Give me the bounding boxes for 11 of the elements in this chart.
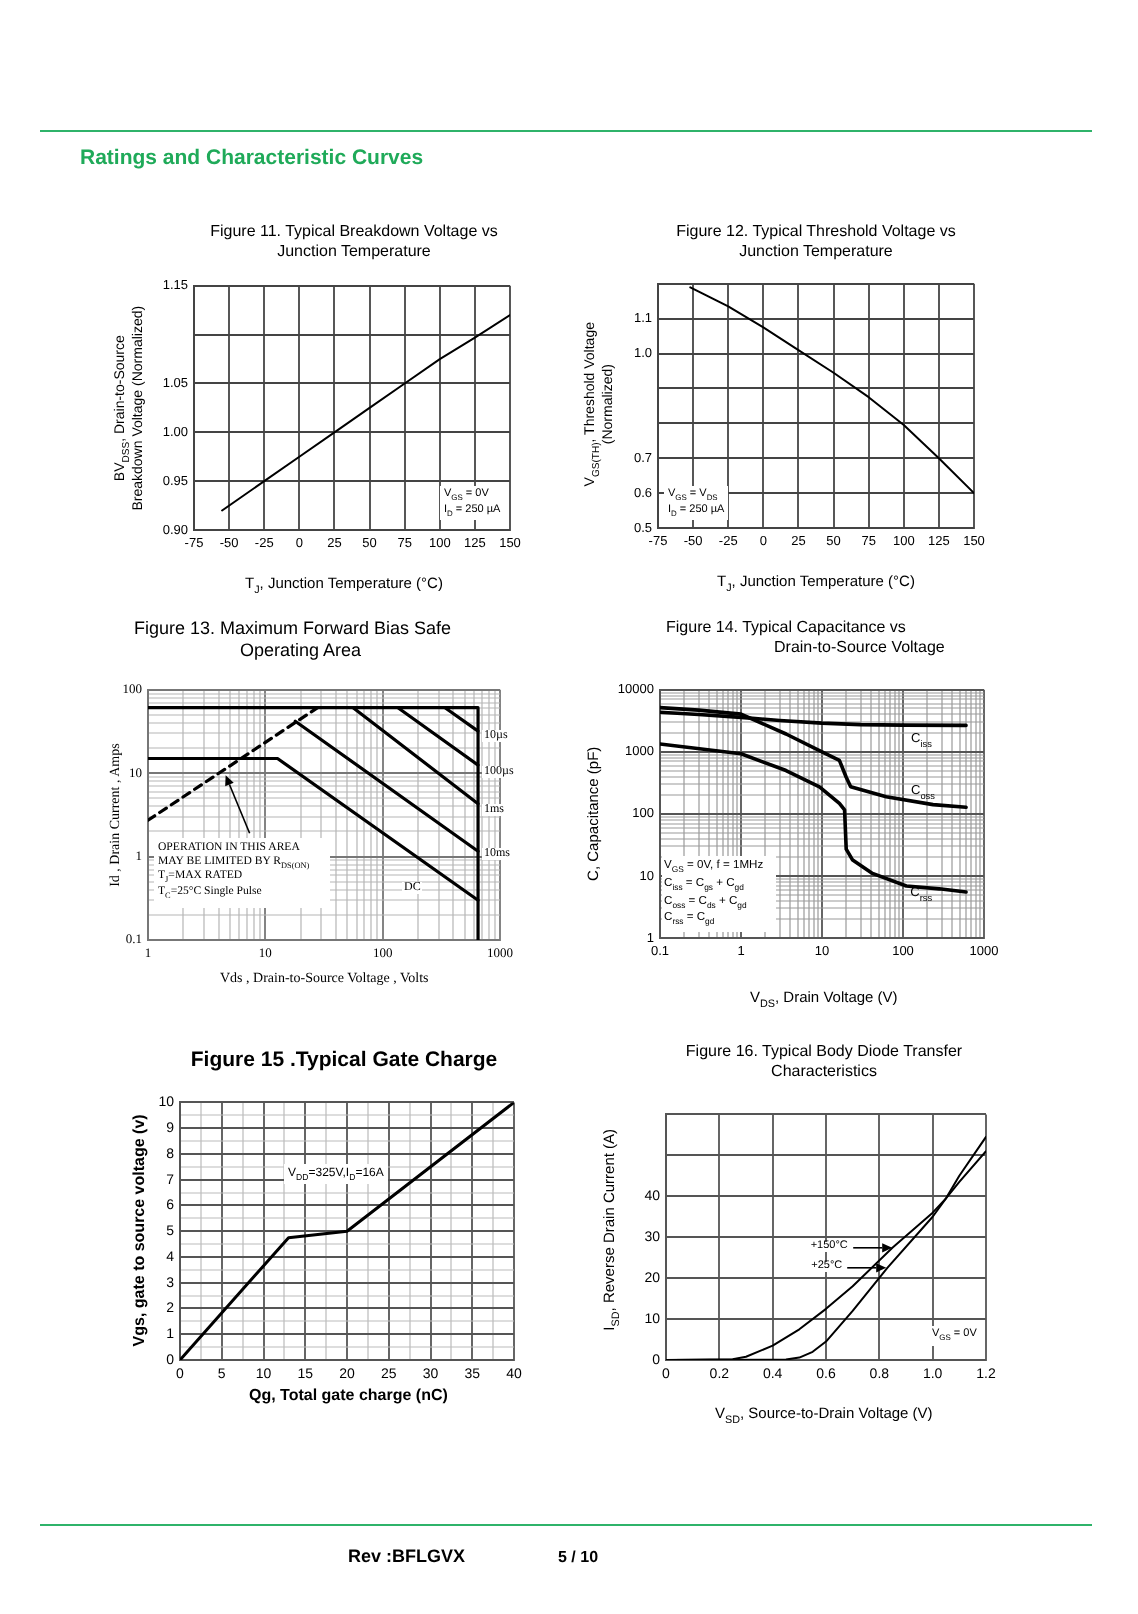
chart-title: Figure 13. Maximum Forward Bias Safe Operating Area [134, 618, 454, 663]
chart-title: Figure 14. Typical Capacitance vs Drain-to-Source Voltage [666, 618, 947, 658]
x-axis-title: Qg, Total gate charge (nC) [249, 1386, 448, 1406]
text: Rev :BFLGVX [348, 1546, 466, 1568]
text: 5 / 10 [558, 1548, 599, 1568]
chart-title: Figure 11. Typical Breakdown Voltage vs Junction Temperature [208, 222, 500, 262]
chart-title: Figure 15 .Typical Gate Charge [188, 1048, 500, 1075]
chart-title: Figure 12. Typical Threshold Voltage vs Junction Temperature [674, 222, 958, 262]
text: Ratings and Characteristic Curves [80, 146, 424, 173]
chart-title: Figure 16. Typical Body Diode Transfer Characteristics [683, 1042, 965, 1082]
y-axis-title: Vgs, gate to source voltage (v) [129, 1112, 150, 1351]
